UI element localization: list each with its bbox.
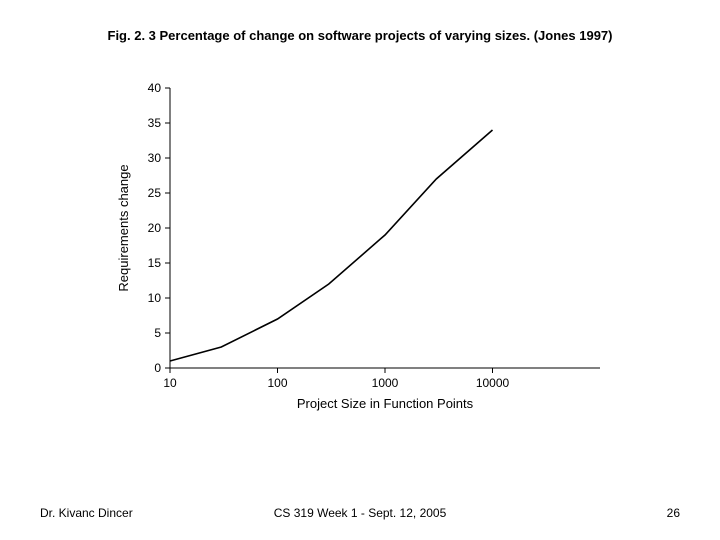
- slide: Fig. 2. 3 Percentage of change on softwa…: [0, 0, 720, 540]
- y-tick-label: 20: [148, 221, 162, 235]
- data-line: [170, 130, 493, 361]
- figure-caption: Fig. 2. 3 Percentage of change on softwa…: [0, 28, 720, 43]
- x-ticks: 10 100 1000 10000: [163, 368, 509, 390]
- y-tick-label: 25: [148, 186, 162, 200]
- x-tick-label: 100: [267, 376, 287, 390]
- page-number: 26: [667, 506, 680, 520]
- x-tick-label: 10: [163, 376, 177, 390]
- x-tick-label: 1000: [372, 376, 399, 390]
- plot-area: 0 5 10 15 20 25 30 35 40 10 100 1000 10000 Requirem…: [116, 81, 600, 411]
- x-axis-title: Project Size in Function Points: [297, 396, 474, 411]
- y-tick-label: 35: [148, 116, 162, 130]
- chart-container: 0 5 10 15 20 25 30 35 40 10 100 1000 10000 Requirem…: [110, 78, 610, 418]
- y-tick-label: 30: [148, 151, 162, 165]
- y-tick-label: 40: [148, 81, 162, 95]
- y-ticks: 0 5 10 15 20 25 30 35 40: [148, 81, 170, 375]
- slide-footer: Dr. Kivanc Dincer CS 319 Week 1 - Sept. …: [0, 502, 720, 520]
- y-tick-label: 0: [154, 361, 161, 375]
- y-tick-label: 15: [148, 256, 162, 270]
- footer-course: CS 319 Week 1 - Sept. 12, 2005: [0, 506, 720, 520]
- y-tick-label: 10: [148, 291, 162, 305]
- y-tick-label: 5: [154, 326, 161, 340]
- x-tick-label: 10000: [476, 376, 510, 390]
- y-axis-title: Requirements change: [116, 164, 131, 291]
- line-chart: 0 5 10 15 20 25 30 35 40 10 100 1000 10000 Requirem…: [110, 78, 610, 418]
